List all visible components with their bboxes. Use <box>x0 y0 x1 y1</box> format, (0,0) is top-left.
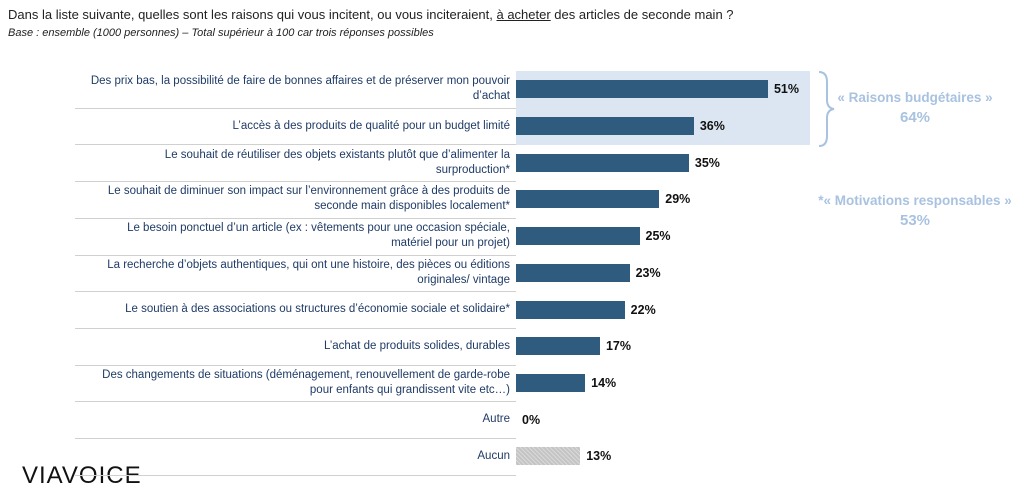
row-separator <box>75 291 516 293</box>
row-separator <box>75 144 516 146</box>
category-label: Aucun <box>477 449 510 462</box>
bar <box>516 373 586 392</box>
bar <box>516 153 689 172</box>
annotation-label: « Raisons budgétaires » <box>837 90 993 105</box>
value-label: 35% <box>694 155 720 170</box>
chart-title: Dans la liste suivante, quelles sont les… <box>8 7 734 22</box>
row-separator <box>75 438 516 439</box>
value-label: 13% <box>586 449 612 464</box>
subtitle: Base : ensemble (1000 personnes) – Total… <box>8 27 434 39</box>
annotation-value: 64% <box>899 109 931 126</box>
category-label: L’accès à des produits de qualité pour u… <box>232 119 510 132</box>
row-separator <box>75 401 516 403</box>
bar <box>516 337 600 356</box>
category-label: Le souhait de diminuer son impact sur l’… <box>107 185 510 213</box>
value-label: 51% <box>773 82 799 97</box>
row-separator <box>75 327 516 329</box>
bar <box>516 227 640 246</box>
row-separator <box>75 107 516 109</box>
annotation-label: *« Motivations responsables » <box>818 193 1012 208</box>
value-label: 25% <box>645 229 671 244</box>
value-label: 22% <box>630 302 656 317</box>
value-label: 23% <box>635 265 661 280</box>
bar <box>516 117 694 136</box>
title-part: à acheter <box>496 7 551 22</box>
bar <box>516 190 660 209</box>
bar <box>516 447 581 466</box>
category-label: Le soutien à des associations ou structu… <box>125 303 510 316</box>
row-separator <box>75 474 516 476</box>
annotation-value: 53% <box>899 212 931 229</box>
category-label: Des changements de situations (déménagem… <box>102 368 510 396</box>
title-part: des articles de seconde main ? <box>550 7 734 22</box>
category-label: L’achat de produits solides, durables <box>323 339 510 352</box>
row-separator <box>75 217 516 219</box>
value-label: 36% <box>699 119 725 134</box>
value-label: 14% <box>591 375 617 390</box>
value-label: 17% <box>605 339 631 354</box>
category-label: Le souhait de réutiliser des objets exis… <box>164 148 510 176</box>
brace <box>818 71 835 147</box>
category-label: Autre <box>482 413 511 426</box>
category-label: Le besoin ponctuel d’un article (ex : vê… <box>127 222 510 250</box>
bar <box>516 80 768 99</box>
title-part: Dans la liste suivante, quelles sont les… <box>8 7 497 22</box>
row-separator <box>75 254 516 256</box>
row-separator <box>75 364 516 366</box>
category-label: La recherche d’objets authentiques, qui … <box>107 258 510 286</box>
row-separator <box>75 181 516 183</box>
category-label: Des prix bas, la possibilité de faire de… <box>90 75 510 103</box>
value-label: 0% <box>522 412 541 427</box>
value-label: 29% <box>665 192 691 207</box>
bar <box>516 263 630 282</box>
bar <box>516 300 625 319</box>
